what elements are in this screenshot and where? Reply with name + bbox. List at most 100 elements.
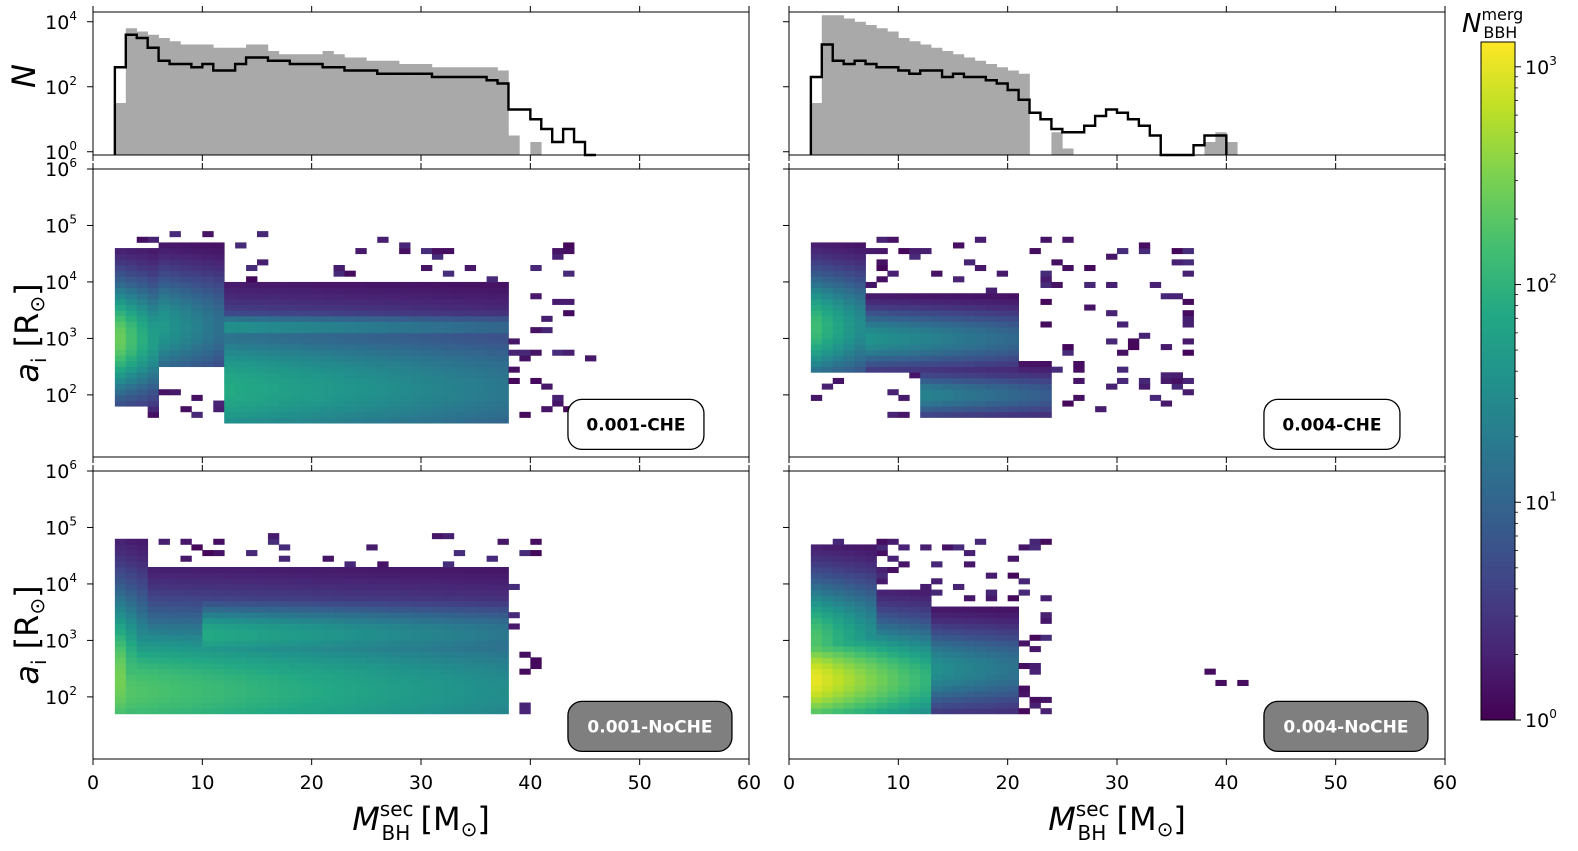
heatmap-cell — [431, 578, 444, 585]
heatmap-cell — [333, 338, 345, 345]
heatmap-cell — [355, 679, 367, 686]
heatmap-cell — [953, 612, 965, 619]
heatmap-cell — [1007, 349, 1019, 356]
heatmap-cell — [963, 640, 976, 647]
heatmap-cell — [202, 332, 214, 339]
heatmap-cell — [854, 657, 866, 664]
heatmap-cell — [985, 629, 998, 636]
heatmap-cell — [421, 640, 433, 647]
heatmap-cell — [974, 389, 987, 396]
heatmap-cell — [876, 589, 888, 596]
heatmap-cell — [421, 629, 433, 636]
heatmap-cell — [464, 281, 477, 288]
heatmap-panel-0004-che: 0.004-CHE — [783, 163, 1446, 463]
heatmap-cell — [1127, 338, 1140, 345]
heatmap-cell — [333, 361, 345, 368]
heatmap-cell — [876, 646, 888, 653]
heatmap-cell — [278, 321, 291, 328]
heatmap-cell — [322, 612, 334, 619]
heatmap-cell — [191, 248, 203, 255]
heatmap-cell — [442, 629, 455, 636]
heatmap-cell — [355, 417, 367, 424]
heatmap-cell — [267, 298, 280, 305]
heatmap-cell — [887, 657, 899, 664]
heatmap-cell — [224, 383, 236, 390]
heatmap-cell — [821, 685, 834, 692]
heatmap-cell — [810, 321, 823, 328]
heatmap-cell — [333, 634, 345, 641]
heatmap-cell — [125, 321, 138, 328]
heatmap-cell — [810, 583, 823, 590]
heatmap-cell — [136, 600, 149, 607]
heatmap-cell — [213, 606, 225, 613]
heatmap-cell — [985, 663, 998, 670]
heatmap-cell — [876, 612, 888, 619]
heatmap-cell — [235, 600, 247, 607]
heatmap-cell — [996, 623, 1009, 630]
heatmap-cell — [475, 668, 487, 675]
heatmap-cell — [1040, 538, 1052, 545]
heatmap-cell — [1040, 281, 1052, 288]
heatmap-cell — [887, 366, 899, 373]
heatmap-cell — [344, 668, 356, 675]
heatmap-cell — [235, 623, 247, 630]
heatmap-cell — [311, 383, 323, 390]
heatmap-cell — [876, 538, 888, 545]
heatmap-cell — [202, 696, 214, 703]
heatmap-cell — [191, 321, 203, 328]
heatmap-cell — [114, 595, 127, 602]
heatmap-cell — [114, 555, 127, 562]
heatmap-cell — [235, 383, 247, 390]
heatmap-cell — [974, 708, 987, 715]
heatmap-cell — [311, 310, 323, 317]
heatmap-cell — [920, 623, 932, 630]
heatmap-cell — [311, 287, 323, 294]
heatmap-cell — [267, 651, 280, 658]
heatmap-cell — [431, 696, 444, 703]
heatmap-cell — [821, 646, 834, 653]
heatmap-cell — [322, 634, 334, 641]
heatmap-cell — [399, 310, 411, 317]
heatmap-cell — [355, 355, 367, 362]
heatmap-cell — [147, 327, 159, 334]
heatmap-cell — [1007, 572, 1019, 579]
heatmap-cell — [158, 646, 170, 653]
heatmap-cell — [136, 623, 149, 630]
heatmap-cell — [125, 287, 138, 294]
x-tick-label: 30 — [1105, 772, 1129, 794]
heatmap-panel-0004-noche: 0.004-NoCHE — [783, 465, 1446, 765]
heatmap-cell — [464, 696, 477, 703]
heatmap-cell — [854, 578, 866, 585]
heatmap-cell — [213, 550, 225, 557]
heatmap-cell — [224, 355, 236, 362]
heatmap-cell — [344, 406, 356, 413]
heatmap-cell — [344, 400, 356, 407]
heatmap-cell — [985, 691, 998, 698]
heatmap-cell — [898, 544, 910, 551]
heatmap-cell — [843, 617, 855, 624]
heatmap-cell — [931, 411, 943, 418]
heatmap-cell — [1106, 383, 1118, 390]
heatmap-cell — [497, 589, 509, 596]
heatmap-cell — [377, 355, 389, 362]
heatmap-cell — [180, 310, 192, 317]
heatmap-cell — [909, 298, 921, 305]
heatmap-cell — [158, 270, 170, 277]
heatmap-cell — [114, 377, 127, 384]
heatmap-cell — [832, 304, 845, 311]
heatmap-cell — [854, 544, 866, 551]
heatmap-cell — [191, 411, 203, 418]
heatmap-cell — [377, 281, 389, 288]
heatmap-cell — [843, 366, 855, 373]
heatmap-cell — [909, 646, 921, 653]
heatmap-cell — [821, 696, 834, 703]
heatmap-cell — [399, 646, 411, 653]
heatmap-cell — [497, 578, 509, 585]
heatmap-cell — [876, 572, 888, 579]
heatmap-cell — [865, 640, 877, 647]
heatmap-cell — [322, 338, 334, 345]
heatmap-cell — [125, 612, 138, 619]
heatmap-cell — [388, 372, 400, 379]
heatmap-cell — [136, 691, 149, 698]
heatmap-cell — [865, 691, 877, 698]
